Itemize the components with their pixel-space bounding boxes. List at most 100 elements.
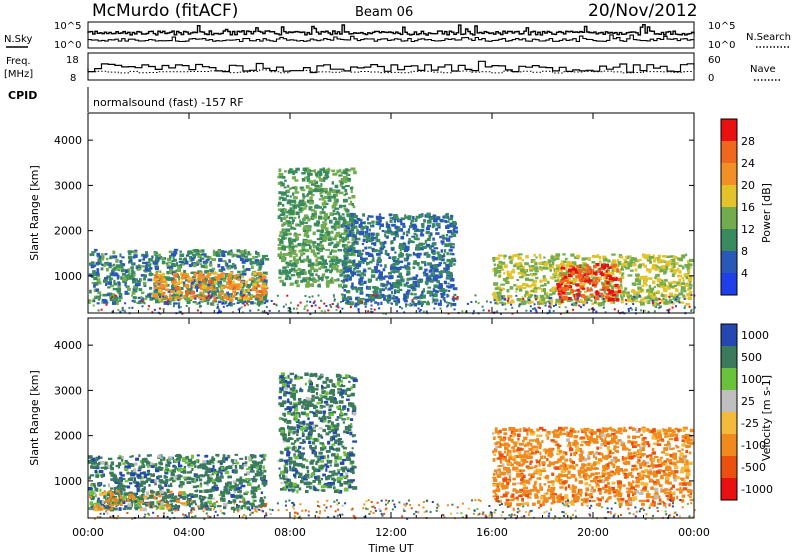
echo-cell — [377, 259, 382, 262]
echo-cell — [420, 309, 422, 311]
echo-cell — [655, 298, 658, 302]
echo-cell — [399, 289, 403, 291]
echo-cell — [343, 275, 347, 278]
echo-cell — [133, 468, 136, 472]
echo-cell — [278, 202, 282, 205]
echo-cell — [133, 274, 135, 278]
echo-cell — [380, 302, 382, 305]
echo-cell — [434, 247, 439, 249]
echo-cell — [312, 295, 314, 297]
echo-cell — [110, 487, 113, 489]
echo-cell — [682, 279, 684, 282]
echo-cell — [294, 204, 298, 206]
echo-cell — [686, 276, 689, 279]
echo-cell — [249, 295, 251, 297]
echo-cell — [217, 505, 222, 507]
echo-cell — [214, 298, 217, 301]
echo-cell — [293, 234, 297, 237]
echo-cell — [194, 465, 196, 469]
echo-cell — [540, 285, 544, 287]
echo-cell — [384, 264, 387, 268]
echo-cell — [442, 235, 445, 238]
echo-cell — [307, 310, 309, 312]
echo-cell — [223, 503, 228, 507]
echo-cell — [356, 229, 358, 232]
echo-cell — [609, 278, 614, 280]
echo-cell — [159, 308, 161, 310]
echo-cell — [159, 270, 161, 273]
echo-cell — [311, 184, 315, 186]
echo-cell — [210, 261, 212, 263]
echo-cell — [385, 287, 387, 290]
echo-cell — [409, 304, 411, 306]
echo-cell — [140, 472, 145, 474]
echo-cell — [307, 226, 311, 229]
echo-cell — [586, 276, 589, 280]
echo-cell — [311, 305, 313, 307]
colorbar-tick-label: 28 — [741, 135, 755, 148]
echo-cell — [454, 294, 457, 296]
echo-cell — [228, 259, 231, 263]
echo-cell — [311, 283, 314, 287]
echo-cell — [534, 303, 536, 305]
echo-cell — [244, 256, 248, 258]
echo-cell — [357, 274, 360, 277]
echo-cell — [98, 299, 100, 301]
echo-cell — [94, 289, 96, 293]
echo-cell — [105, 462, 108, 465]
echo-cell — [335, 419, 338, 421]
echo-cell — [684, 298, 686, 300]
echo-cell — [344, 249, 348, 252]
echo-cell — [511, 307, 513, 309]
echo-cell — [577, 298, 579, 300]
echo-cell — [229, 486, 233, 489]
echo-cell — [552, 262, 554, 265]
echo-cell — [211, 296, 213, 298]
echo-cell — [186, 495, 188, 498]
echo-cell — [285, 304, 287, 306]
echo-cell — [206, 455, 209, 458]
echo-cell — [495, 257, 499, 260]
echo-cell — [515, 295, 517, 297]
echo-cell — [199, 490, 203, 493]
echo-cell — [155, 272, 158, 275]
echo-cell — [256, 252, 260, 255]
echo-cell — [573, 278, 577, 282]
echo-cell — [137, 488, 140, 492]
echo-cell — [108, 484, 110, 488]
echo-cell — [183, 470, 186, 474]
echo-cell — [103, 495, 106, 499]
echo-cell — [337, 303, 339, 305]
echo-cell — [166, 264, 170, 266]
echo-cell — [153, 293, 158, 297]
echo-cell — [147, 470, 150, 472]
echo-cell — [319, 234, 323, 237]
echo-cell — [369, 215, 373, 217]
echo-cell — [352, 234, 356, 237]
frequency-trace — [88, 61, 694, 72]
echo-cell — [117, 286, 120, 289]
echo-cell — [598, 304, 600, 306]
echo-cell — [119, 300, 122, 302]
echo-cell — [658, 258, 661, 261]
echo-cell — [91, 251, 94, 254]
echo-cell — [255, 462, 259, 466]
echo-cell — [252, 256, 255, 260]
echo-cell — [169, 297, 172, 301]
echo-cell — [174, 280, 176, 282]
echo-cell — [616, 268, 619, 272]
echo-cell — [291, 268, 295, 271]
echo-cell — [425, 231, 429, 234]
echo-cell — [317, 285, 321, 288]
echo-cell — [168, 458, 171, 461]
echo-cell — [432, 243, 437, 246]
echo-cell — [402, 279, 404, 283]
echo-cell — [449, 236, 453, 238]
echo-region — [341, 213, 459, 307]
echo-cell — [600, 271, 603, 275]
colorbar-swatch — [721, 141, 737, 164]
colorbar-tick-label: 8 — [741, 245, 748, 258]
echo-cell — [690, 310, 692, 312]
echo-cell — [345, 209, 349, 212]
echo-cell — [582, 288, 586, 290]
